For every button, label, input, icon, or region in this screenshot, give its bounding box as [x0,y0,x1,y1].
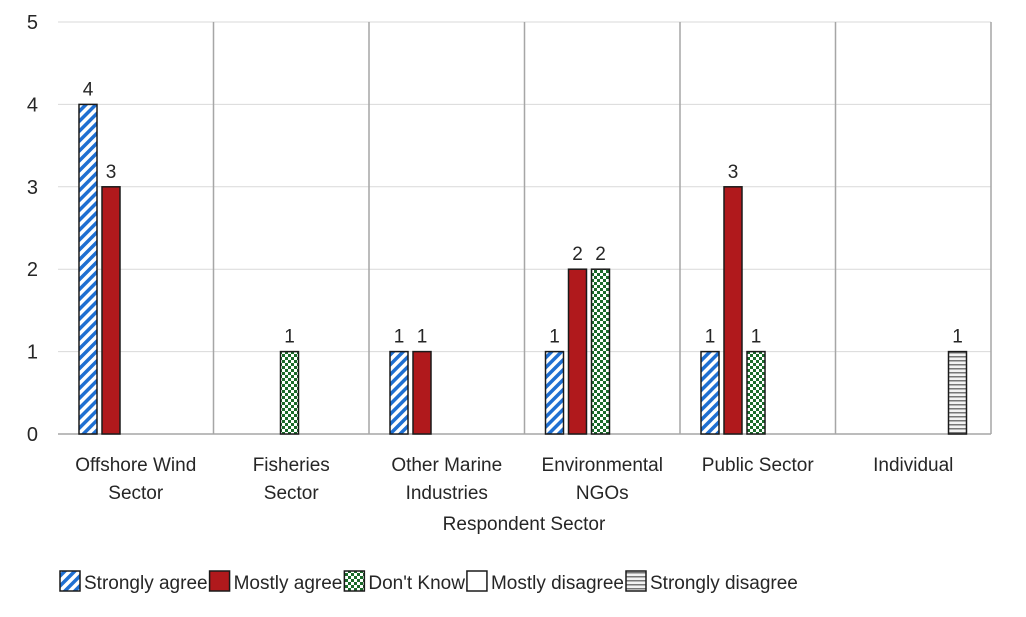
x-tick-label: Other Marine [391,455,502,476]
x-tick-label: Public Sector [702,455,815,476]
y-tick-label: 3 [27,177,38,199]
data-label: 1 [705,327,716,348]
legend: Strongly agree Mostly agree Don't Know Most… [59,570,798,594]
y-tick-label: 4 [27,94,38,116]
y-tick-label: 5 [27,12,38,34]
legend-label: Strongly disagree [650,573,798,594]
legend-swatch [59,570,81,592]
bar-mostly-agree [101,186,121,435]
legend-swatch [625,570,647,592]
bar-strongly-disagree [947,350,968,435]
legend-label: Strongly agree [84,573,208,594]
data-label: 3 [728,162,739,183]
bar-don-t-know [279,350,300,435]
y-tick-label: 2 [27,259,38,281]
bar-strongly-agree [78,103,98,435]
data-label: 1 [284,327,295,348]
legend-swatch [208,570,231,592]
data-label: 1 [549,327,560,348]
x-tick-label: Environmental [542,455,663,476]
x-tick-label: NGOs [576,483,629,504]
bar-mostly-agree [723,186,743,435]
legend-swatch [466,570,488,592]
x-tick-label: Sector [108,483,164,504]
data-label: 2 [595,244,606,265]
legend-label: Mostly agree [234,573,343,594]
x-tick-label: Fisheries [253,455,330,476]
bar-strongly-agree [389,350,409,435]
x-tick-label: Sector [264,483,320,504]
data-label: 1 [417,327,428,348]
x-tick-label: Offshore Wind [75,455,196,476]
bar-don-t-know [746,350,766,435]
x-tick-label: Individual [873,455,953,476]
bar-don-t-know [590,268,611,435]
x-tick-label: Industries [406,483,488,504]
bar-mostly-agree [567,268,588,435]
legend-label: Don't Know [368,573,465,594]
y-tick-label: 0 [27,424,38,446]
bar-strongly-agree [544,350,565,435]
data-label: 1 [394,327,405,348]
legend-swatch [343,570,366,592]
data-label: 1 [952,327,963,348]
data-label: 2 [572,244,583,265]
data-label: 1 [751,327,762,348]
data-label: 3 [106,162,117,183]
bar-strongly-agree [700,350,720,435]
y-tick-label: 1 [27,342,38,364]
legend-label: Mostly disagree [491,573,624,594]
bar-mostly-agree [412,350,432,435]
x-axis-title: Respondent Sector [443,514,606,535]
data-label: 4 [83,79,94,100]
